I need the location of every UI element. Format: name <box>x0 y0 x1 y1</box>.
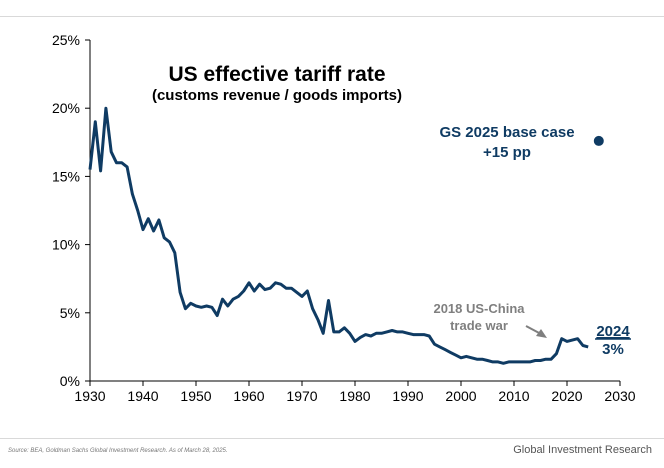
y-tick-label: 10% <box>52 237 80 253</box>
series-line <box>88 106 589 365</box>
x-tick-label: 1970 <box>286 388 317 404</box>
trade-war-arrow <box>525 325 547 338</box>
chart-title: US effective tariff rate <box>168 63 385 86</box>
chart: 0% 5% 10% 15% 20% 25% 1930 1940 1950 1960 1970 198… <box>52 32 636 404</box>
x-tick-label: 1930 <box>74 388 105 404</box>
top-divider <box>0 16 664 17</box>
end-value-label: 3% <box>602 341 624 358</box>
projection-point <box>593 135 604 146</box>
brand-label: Global Investment Research <box>513 444 652 456</box>
y-tick-label: 20% <box>52 100 80 116</box>
y-tick-label: 15% <box>52 168 80 184</box>
projection-label-line1: GS 2025 base case <box>439 124 574 141</box>
y-tick-label: 25% <box>52 32 80 48</box>
projection-label-line2: +15 pp <box>483 144 531 161</box>
x-tick-label: 2030 <box>604 388 635 404</box>
x-tick-label: 1960 <box>233 388 264 404</box>
trade-war-label-line2: trade war <box>450 318 508 333</box>
x-ticks: 1930 1940 1950 1960 1970 1980 1990 2000 2010 2020… <box>74 381 636 404</box>
x-tick-label: 2000 <box>445 388 476 404</box>
source-note: Source: BEA, Goldman Sachs Global Invest… <box>8 448 228 454</box>
x-tick-label: 1950 <box>180 388 211 404</box>
chart-subtitle: (customs revenue / goods imports) <box>152 87 402 104</box>
bottom-divider <box>0 438 664 439</box>
y-ticks: 0% 5% 10% 15% 20% 25% <box>52 32 90 389</box>
y-tick-label: 5% <box>60 305 80 321</box>
x-tick-label: 2020 <box>551 388 582 404</box>
x-tick-label: 1940 <box>127 388 158 404</box>
y-tick-label: 0% <box>60 373 80 389</box>
end-year-label: 2024 <box>596 323 630 340</box>
x-tick-label: 2010 <box>498 388 529 404</box>
x-tick-label: 1990 <box>392 388 423 404</box>
x-tick-label: 1980 <box>339 388 370 404</box>
trade-war-label-line1: 2018 US-China <box>433 301 525 316</box>
